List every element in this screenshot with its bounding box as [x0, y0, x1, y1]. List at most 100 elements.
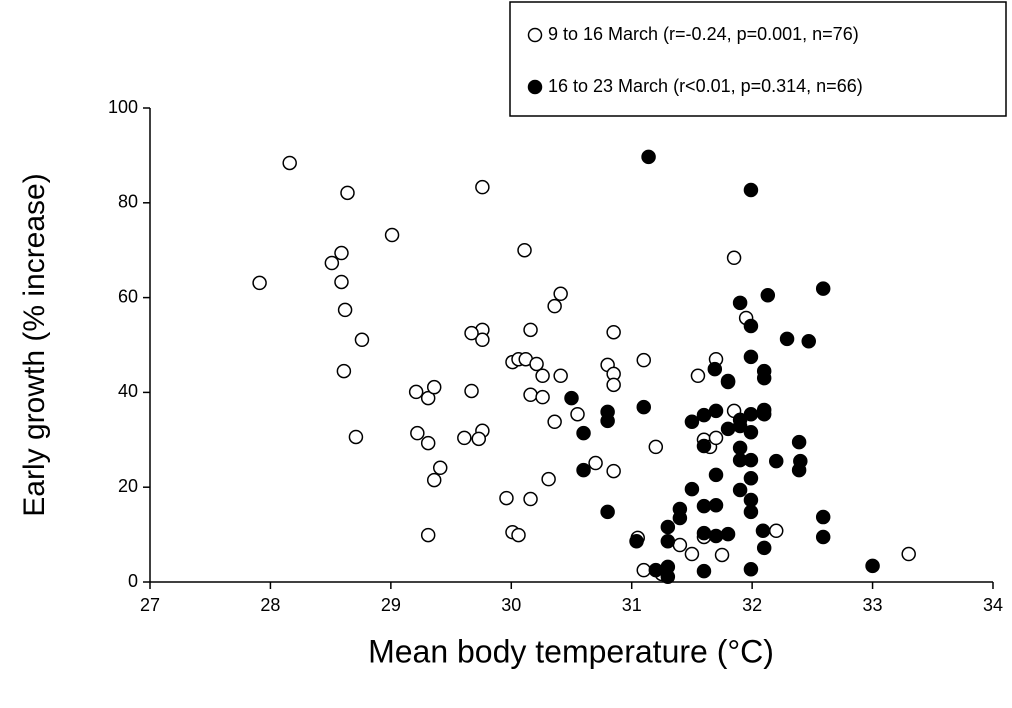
x-tick-label: 28 [260, 595, 280, 615]
point [714, 547, 730, 563]
point [641, 149, 656, 165]
point [348, 429, 364, 445]
point [553, 286, 568, 302]
x-tick-label: 33 [863, 595, 883, 615]
point [420, 390, 436, 406]
y-tick-label: 80 [118, 192, 138, 212]
point [432, 460, 448, 476]
point [499, 490, 514, 506]
point [660, 519, 676, 535]
point [743, 424, 759, 440]
point [337, 302, 353, 318]
point [252, 275, 267, 291]
point [535, 368, 550, 384]
point [696, 563, 712, 579]
point [336, 363, 352, 379]
point [755, 523, 771, 539]
point [743, 470, 759, 486]
point [410, 425, 425, 441]
x-tick-label: 31 [622, 595, 642, 615]
point [547, 298, 562, 314]
point [420, 527, 436, 543]
point [708, 467, 724, 483]
point [606, 324, 621, 340]
y-tick-label: 0 [128, 571, 138, 591]
point [576, 462, 591, 478]
legend-box [509, 1, 1007, 117]
point [523, 491, 538, 507]
x-tick-label: 29 [381, 595, 401, 615]
y-tick-label: 20 [118, 476, 138, 496]
point [636, 399, 652, 415]
point [672, 510, 688, 526]
point [457, 430, 472, 446]
point [523, 387, 538, 403]
point [708, 403, 724, 419]
point [801, 333, 816, 349]
point [648, 562, 664, 578]
point [408, 384, 424, 400]
y-tick-label: 100 [108, 97, 138, 117]
x-tick-label: 34 [983, 595, 1003, 615]
point [743, 318, 759, 334]
y-tick-label: 60 [118, 286, 138, 306]
point [535, 389, 550, 405]
point [732, 482, 748, 498]
point [708, 497, 724, 513]
legend-marker [527, 79, 543, 95]
point [464, 325, 479, 341]
point [791, 434, 807, 450]
legend-label: 9 to 16 March (r=-0.24, p=0.001, n=76) [548, 24, 859, 44]
point [523, 322, 538, 338]
point [696, 438, 712, 454]
point [636, 562, 652, 578]
legend-label: 16 to 23 March (r<0.01, p=0.314, n=66) [548, 76, 863, 96]
x-tick-label: 32 [742, 595, 762, 615]
point [726, 250, 742, 266]
y-axis-title: Early growth (% increase) [18, 173, 51, 516]
point [570, 406, 585, 422]
point [696, 525, 712, 541]
point [660, 533, 676, 549]
point [340, 185, 355, 201]
x-tick-label: 27 [140, 595, 160, 615]
point [720, 526, 736, 542]
point [756, 370, 772, 386]
point [901, 546, 916, 562]
point [636, 352, 652, 368]
point [648, 439, 664, 455]
point [684, 414, 700, 430]
point [791, 462, 807, 478]
point [564, 390, 579, 406]
point [760, 287, 776, 303]
point [743, 561, 759, 577]
point [576, 425, 591, 441]
y-tick-label: 40 [118, 381, 138, 401]
point [743, 504, 759, 520]
point [464, 383, 479, 399]
point [684, 481, 700, 497]
point [529, 356, 544, 372]
x-tick-label: 30 [501, 595, 521, 615]
point [660, 569, 676, 585]
point [696, 407, 712, 423]
point [324, 255, 340, 271]
point [471, 431, 487, 447]
point [779, 331, 795, 347]
point [426, 379, 442, 395]
point [420, 435, 436, 451]
point [600, 413, 615, 429]
point [517, 242, 532, 258]
point [511, 527, 526, 543]
point [768, 523, 784, 539]
point [334, 245, 349, 261]
point [743, 349, 759, 365]
point [600, 504, 615, 520]
point [720, 373, 736, 389]
point [354, 332, 370, 348]
point [756, 406, 772, 422]
point [672, 537, 688, 553]
point [708, 430, 724, 446]
point [384, 227, 400, 243]
